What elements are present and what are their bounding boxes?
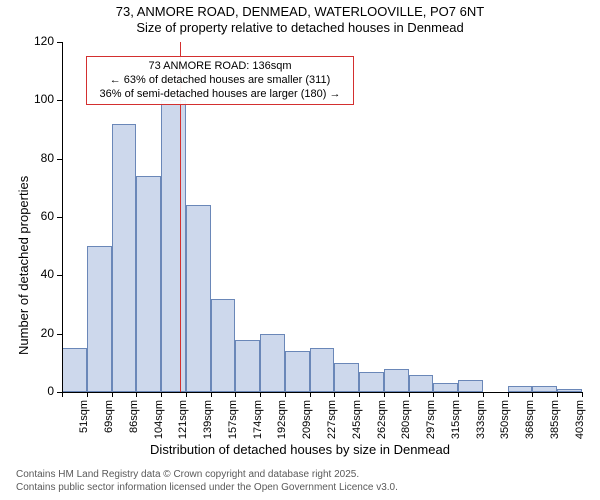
histogram-bar (359, 372, 384, 392)
histogram-bar (211, 299, 236, 392)
x-tick-label: 174sqm (252, 400, 264, 444)
histogram-bar (235, 340, 260, 393)
y-tick-label: 100 (24, 92, 54, 106)
x-tick-label: 86sqm (128, 400, 140, 444)
x-tick-label: 192sqm (276, 400, 288, 444)
histogram-bar (161, 100, 186, 392)
x-tick-label: 139sqm (202, 400, 214, 444)
y-axis-line (62, 42, 63, 392)
histogram-bar (458, 380, 483, 392)
x-tick-label: 280sqm (400, 400, 412, 444)
x-axis-label: Distribution of detached houses by size … (0, 442, 600, 457)
y-tick-label: 20 (24, 326, 54, 340)
histogram-bar (433, 383, 458, 392)
title-line2: Size of property relative to detached ho… (0, 20, 600, 36)
histogram-bar (384, 369, 409, 392)
y-tick-label: 0 (24, 384, 54, 398)
x-tick-label: 69sqm (103, 400, 115, 444)
callout-line2: ← 63% of detached houses are smaller (31… (93, 74, 347, 88)
x-tick-label: 350sqm (499, 400, 511, 444)
x-tick-label: 297sqm (425, 400, 437, 444)
y-tick-label: 80 (24, 151, 54, 165)
histogram-bar (334, 363, 359, 392)
x-tick-label: 104sqm (153, 400, 165, 444)
histogram-bar (136, 176, 161, 392)
x-tick-label: 121sqm (177, 400, 189, 444)
x-axis-line (62, 392, 582, 393)
title-line1: 73, ANMORE ROAD, DENMEAD, WATERLOOVILLE,… (0, 4, 600, 20)
footer-credits: Contains HM Land Registry data © Crown c… (16, 469, 398, 494)
footer-line2: Contains public sector information licen… (16, 482, 398, 495)
x-tick-label: 403sqm (574, 400, 586, 444)
x-tick-label: 333sqm (475, 400, 487, 444)
x-tick-label: 209sqm (301, 400, 313, 444)
x-tick-label: 262sqm (376, 400, 388, 444)
histogram-bar (409, 375, 434, 393)
callout-box: 73 ANMORE ROAD: 136sqm ← 63% of detached… (86, 56, 354, 105)
y-tick-label: 40 (24, 267, 54, 281)
footer-line1: Contains HM Land Registry data © Crown c… (16, 469, 398, 482)
x-tick-label: 245sqm (351, 400, 363, 444)
x-tick-label: 368sqm (524, 400, 536, 444)
histogram-bar (87, 246, 112, 392)
histogram-bar (186, 205, 211, 392)
title-block: 73, ANMORE ROAD, DENMEAD, WATERLOOVILLE,… (0, 4, 600, 37)
histogram-bar (285, 351, 310, 392)
x-tick-label: 157sqm (227, 400, 239, 444)
x-tick-label: 315sqm (450, 400, 462, 444)
callout-line3: 36% of semi-detached houses are larger (… (93, 88, 347, 102)
histogram-bar (112, 124, 137, 392)
chart-root: 73, ANMORE ROAD, DENMEAD, WATERLOOVILLE,… (0, 0, 600, 500)
x-tick-label: 51sqm (78, 400, 90, 444)
y-tick-label: 60 (24, 209, 54, 223)
callout-line1: 73 ANMORE ROAD: 136sqm (93, 60, 347, 74)
histogram-bar (310, 348, 335, 392)
histogram-bar (62, 348, 87, 392)
x-tick-label: 385sqm (549, 400, 561, 444)
histogram-bar (260, 334, 285, 392)
y-tick-label: 120 (24, 34, 54, 48)
x-tick-mark (582, 392, 583, 397)
x-tick-label: 227sqm (326, 400, 338, 444)
